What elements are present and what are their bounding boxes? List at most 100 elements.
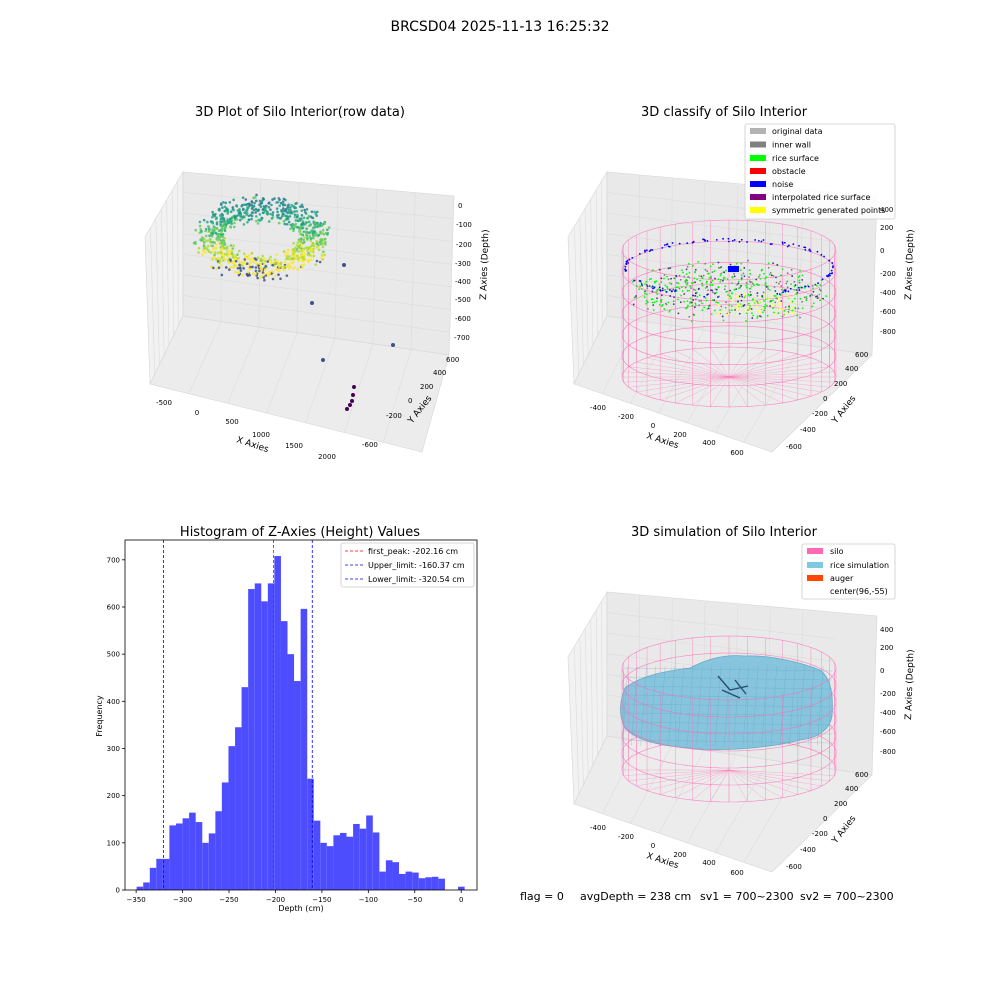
raw-point — [302, 257, 306, 261]
noise-point — [800, 286, 803, 289]
grid-line — [743, 769, 799, 863]
grid-line — [150, 227, 156, 375]
raw-point — [198, 220, 202, 224]
raw-point — [256, 276, 259, 280]
noise-point — [781, 241, 784, 244]
grid-line — [584, 629, 589, 775]
noise-point — [715, 238, 718, 241]
classified-point — [645, 280, 648, 283]
classified-point — [763, 272, 765, 275]
silo-floor-spoke — [728, 376, 766, 406]
classified-point — [694, 302, 697, 305]
silo-floor-spoke — [692, 376, 730, 406]
raw-point — [234, 264, 238, 268]
raw-point — [202, 218, 206, 222]
symmetric-point — [731, 300, 734, 303]
classified-point — [701, 277, 704, 279]
classified-point — [679, 301, 682, 304]
classified-point — [769, 289, 771, 291]
raw-point — [267, 202, 271, 205]
tick-label: 200 — [673, 851, 686, 859]
raw-point — [254, 207, 258, 211]
raw-point — [227, 250, 230, 254]
classified-point — [733, 288, 736, 291]
legend-swatch-silo — [807, 548, 823, 554]
histogram-legend: first_peak: -202.16 cm Upper_limit: -160… — [340, 542, 475, 588]
legend-box — [340, 542, 475, 588]
classified-point — [689, 285, 692, 288]
raw-point — [252, 208, 256, 212]
grid-line — [171, 190, 174, 336]
classified-point — [698, 304, 701, 307]
raw-point — [241, 208, 245, 212]
noise-point — [784, 290, 787, 293]
raw-point — [218, 261, 221, 264]
raw-point — [285, 222, 289, 226]
noise-point — [809, 250, 812, 253]
grid-line — [372, 189, 377, 344]
noise-point — [829, 272, 831, 275]
classified-point — [686, 305, 689, 308]
raw-point — [304, 230, 308, 234]
raw-point — [309, 223, 312, 226]
classified-point — [691, 264, 694, 267]
classified-point — [707, 307, 710, 310]
noise-point — [817, 282, 819, 285]
classified-point — [801, 307, 804, 310]
histogram-x-ticks: −350 −300 −250 −200 −150 −100 −50 0 — [127, 890, 463, 904]
classified-point — [772, 262, 775, 265]
classified-point — [692, 299, 695, 301]
classified-point — [717, 261, 720, 264]
raw-point — [238, 260, 241, 264]
grid-line — [743, 349, 799, 443]
symmetric-point — [776, 308, 779, 311]
symmetric-point — [718, 312, 721, 315]
raw-point — [300, 232, 303, 236]
raw-point — [306, 249, 309, 252]
raw-point — [233, 215, 237, 219]
classified-point — [686, 289, 689, 292]
z-ticks-raw: 0 -100 -200 -300 -400 -500 -600 -700 — [454, 202, 472, 342]
histogram-bar — [261, 601, 268, 890]
classified-point — [677, 298, 679, 301]
raw-point — [229, 249, 232, 252]
classified-point — [756, 294, 759, 297]
tick-label: 0 — [195, 409, 199, 417]
classified-point — [679, 278, 682, 281]
raw-point — [224, 201, 228, 205]
raw-point — [246, 221, 249, 224]
classified-point — [723, 288, 726, 291]
classified-point — [793, 297, 796, 300]
noise-point — [624, 268, 626, 271]
raw-point — [276, 210, 279, 214]
raw-point — [229, 217, 232, 221]
silo-floor-spoke — [660, 353, 730, 378]
classified-point — [719, 279, 722, 281]
raw-point — [234, 259, 238, 263]
symmetric-point — [732, 297, 735, 300]
raw-point — [232, 208, 235, 212]
legend-swatch-obstacle — [750, 168, 766, 174]
z-axis-label-classify: Z Axies (Depth) — [904, 229, 916, 300]
classified-point — [747, 259, 749, 262]
classified-point — [698, 299, 701, 302]
raw-point — [223, 243, 227, 246]
raw-point — [254, 196, 257, 199]
raw-point — [254, 269, 258, 273]
mesh-line — [623, 721, 833, 726]
silo-floor-spoke — [675, 769, 730, 798]
grid-line — [266, 332, 298, 414]
raw-point — [222, 218, 226, 222]
classified-point — [786, 272, 789, 275]
rice-simulation-mesh — [621, 665, 833, 747]
classified-point — [799, 316, 801, 319]
noise-point — [740, 293, 743, 296]
pane-floor-raw — [149, 315, 450, 453]
raw-point — [305, 221, 308, 224]
raw-point — [232, 244, 235, 247]
raw-point — [244, 198, 248, 201]
noise-point — [625, 262, 628, 265]
classified-point — [660, 294, 663, 297]
noise-point — [832, 266, 834, 269]
noise-point — [624, 265, 627, 268]
